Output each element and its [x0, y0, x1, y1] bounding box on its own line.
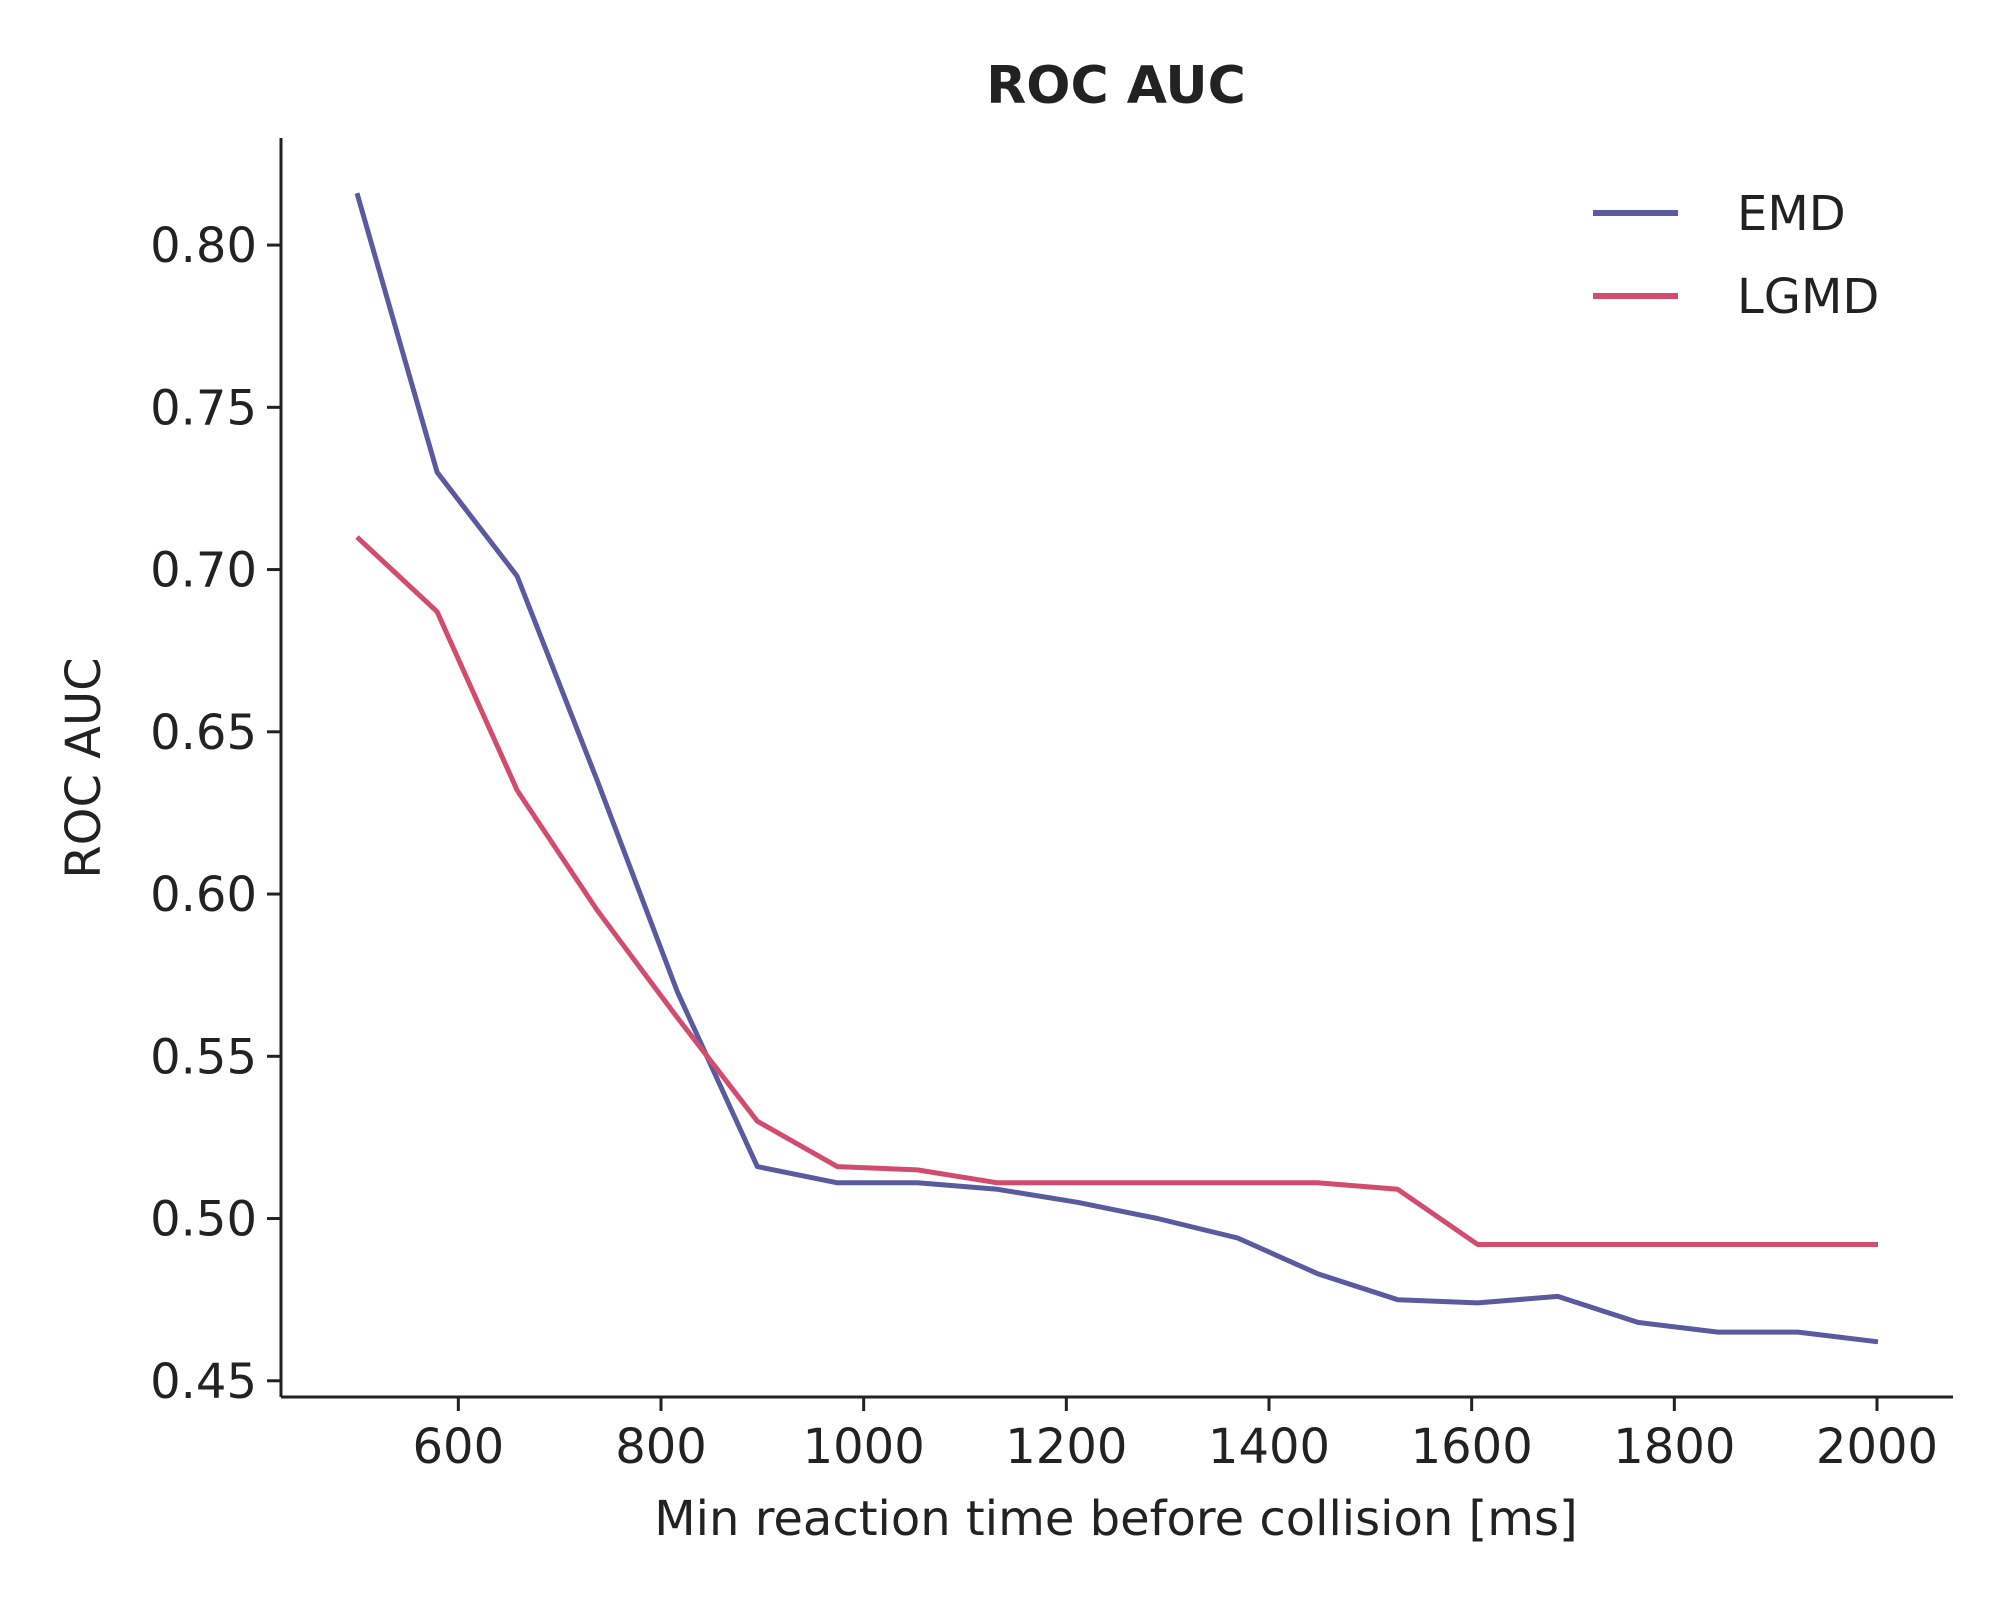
x-axis-label: Min reaction time before collision [ms] — [654, 1491, 1577, 1547]
y-tick-label: 0.65 — [150, 705, 257, 761]
series-line-lgmd — [355, 535, 1878, 1247]
x-tick-label: 800 — [615, 1419, 707, 1475]
legend-label-emd: EMD — [1737, 186, 1846, 242]
y-tick-label: 0.45 — [150, 1354, 257, 1410]
x-tick-label: 600 — [413, 1419, 505, 1475]
y-tick-label: 0.60 — [150, 867, 257, 923]
x-ticks: 600 800 1000 1200 1400 1600 1800 2000 — [413, 1397, 1938, 1475]
y-ticks: 0.45 0.50 0.55 0.60 0.65 0.70 0.75 0.80 — [150, 218, 281, 1410]
x-tick-label: 1200 — [1005, 1419, 1127, 1475]
y-tick-label: 0.55 — [150, 1029, 257, 1085]
legend: EMD LGMD — [1593, 186, 1879, 325]
series-lines — [354, 192, 1879, 1345]
legend-label-lgmd: LGMD — [1737, 269, 1879, 325]
y-axis-label: ROC AUC — [56, 657, 112, 878]
y-tick-label: 0.70 — [150, 543, 257, 599]
y-tick-label: 0.80 — [150, 218, 257, 274]
x-tick-label: 1000 — [803, 1419, 925, 1475]
x-tick-label: 2000 — [1816, 1419, 1938, 1475]
x-tick-label: 1600 — [1411, 1419, 1533, 1475]
series-line-emd — [354, 192, 1879, 1345]
x-tick-label: 1800 — [1613, 1419, 1735, 1475]
y-tick-label: 0.50 — [150, 1192, 257, 1248]
chart-title: ROC AUC — [986, 56, 1246, 116]
y-tick-label: 0.75 — [150, 380, 257, 436]
x-tick-label: 1400 — [1208, 1419, 1330, 1475]
